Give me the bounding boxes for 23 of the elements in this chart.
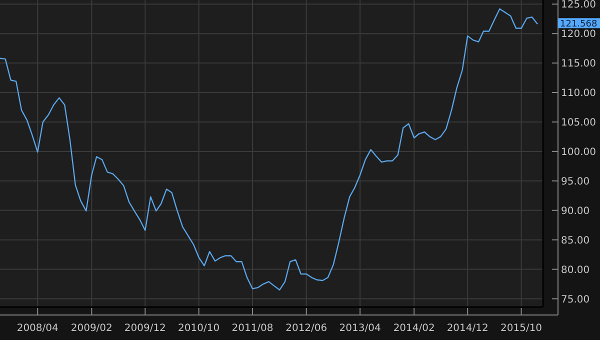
y-tick-label: 75.00: [561, 294, 590, 306]
x-tick-label: 2014/12: [446, 323, 488, 334]
y-tick-label: 120.00: [561, 29, 596, 40]
text: 121.568: [560, 19, 598, 30]
x-tick-label: 2009/12: [124, 323, 166, 334]
y-tick-label: 125.00: [561, 0, 596, 11]
y-tick-label: 80.00: [561, 264, 590, 276]
y-tick-label: 90.00: [561, 206, 590, 217]
y-tick-label: 115.00: [561, 58, 596, 70]
x-tick-label: 2013/04: [339, 323, 381, 334]
x-tick-label: 2014/02: [393, 323, 435, 334]
x-tick-label: 2015/10: [500, 323, 542, 334]
y-tick-label: 85.00: [561, 235, 590, 246]
y-tick-label: 95.00: [561, 176, 590, 188]
x-tick-label: 2012/06: [286, 323, 328, 334]
x-tick-label: 2009/02: [70, 323, 112, 334]
x-tick-label: 2008/04: [16, 323, 58, 334]
y-tick-label: 100.00: [561, 146, 596, 158]
x-tick-label: 2010/10: [178, 323, 220, 334]
y-tick-label: 110.00: [561, 88, 596, 100]
x-tick-label: 2011/08: [232, 323, 274, 334]
y-tick-label: 105.00: [561, 117, 596, 128]
line-series: [0, 8, 538, 291]
